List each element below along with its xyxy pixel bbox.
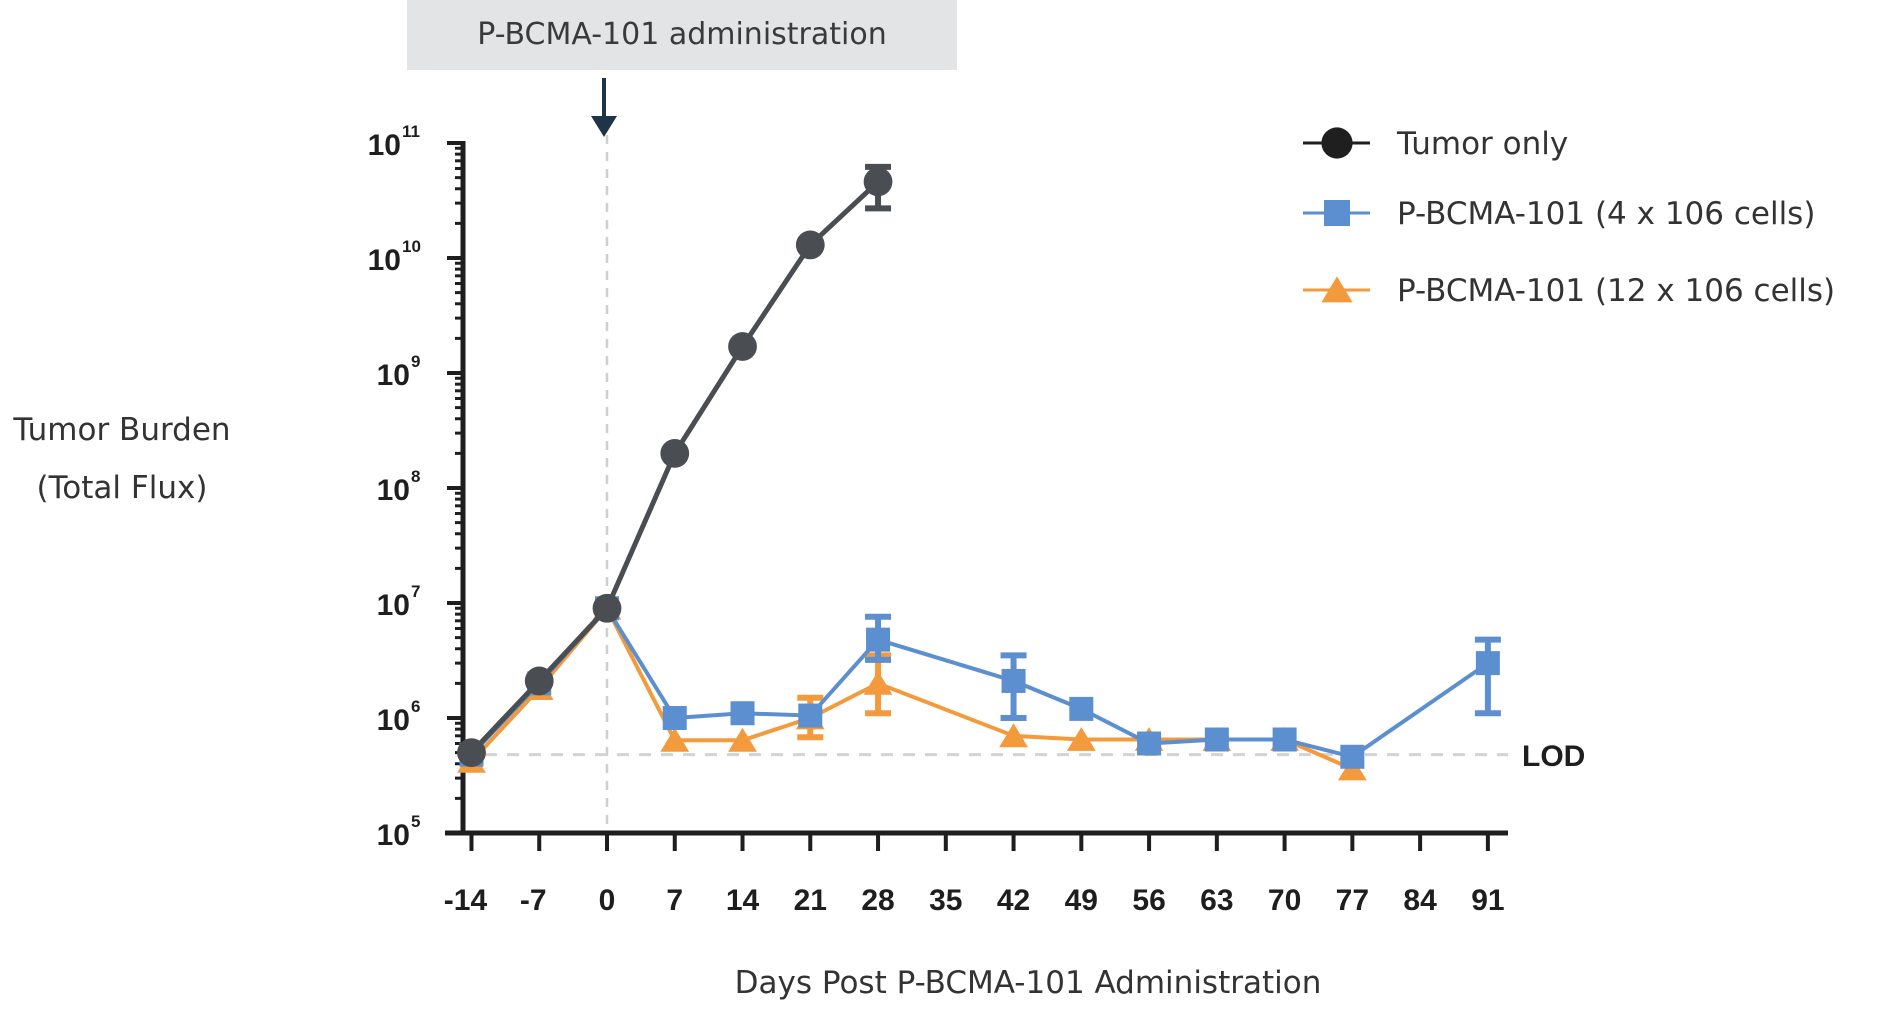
x-tick-label: 14 bbox=[726, 884, 760, 917]
y-tick-label: 10 8 bbox=[377, 467, 421, 507]
y-tick-exponent: 7 bbox=[411, 582, 420, 601]
legend-item: Tumor only bbox=[1303, 126, 1568, 162]
y-tick-label: 10 9 bbox=[377, 352, 421, 392]
legend-label: Tumor only bbox=[1396, 126, 1568, 162]
data-point-square bbox=[866, 627, 891, 652]
x-tick-label: -7 bbox=[520, 884, 547, 917]
banner-box bbox=[407, 0, 957, 70]
data-point-circle bbox=[457, 738, 486, 768]
legend: Tumor only P-BCMA-101 (4 x 106 cells) P-BC… bbox=[1303, 126, 1835, 309]
data-point-square bbox=[1340, 744, 1365, 769]
data-point-square bbox=[730, 701, 755, 726]
data-point-square bbox=[1272, 727, 1297, 752]
data-point-circle bbox=[660, 438, 690, 468]
banner-label: P-BCMA-101 administration bbox=[477, 17, 886, 52]
y-axis-title-line-1: Tumor Burden bbox=[12, 412, 230, 448]
x-tick-label: -14 bbox=[444, 884, 488, 917]
x-tick-label: 7 bbox=[666, 884, 683, 917]
data-point-circle bbox=[863, 167, 893, 197]
y-tick-label: 10 6 bbox=[377, 697, 421, 737]
y-tick-base: 10 bbox=[368, 244, 401, 277]
x-tick-label: 42 bbox=[997, 884, 1030, 917]
legend-item: P-BCMA-101 (4 x 106 cells) bbox=[1303, 196, 1815, 232]
data-point-triangle bbox=[1066, 726, 1096, 751]
data-point-square bbox=[1001, 668, 1026, 693]
reference-lines bbox=[463, 135, 1508, 833]
y-tick-base: 10 bbox=[377, 819, 410, 852]
y-tick-label: 10 10 bbox=[368, 237, 421, 277]
x-axis-title: Days Post P-BCMA-101 Administration bbox=[735, 965, 1322, 1001]
legend-circle-icon bbox=[1321, 127, 1353, 159]
x-tick-label: 21 bbox=[794, 884, 827, 917]
data-point-circle bbox=[524, 666, 554, 696]
x-tick-label: 63 bbox=[1200, 884, 1233, 917]
data-point-circle bbox=[795, 230, 825, 260]
y-tick-exponent: 10 bbox=[402, 237, 421, 256]
y-tick-exponent: 8 bbox=[411, 467, 420, 486]
y-tick-exponent: 5 bbox=[411, 812, 420, 831]
series-square bbox=[459, 596, 1501, 769]
legend-item: P-BCMA-101 (12 x 106 cells) bbox=[1303, 273, 1835, 309]
legend-square-icon bbox=[1324, 200, 1350, 226]
data-point-triangle bbox=[660, 727, 690, 752]
administration-banner: P-BCMA-101 administration bbox=[407, 0, 957, 70]
series-circle bbox=[457, 163, 893, 768]
error-bar bbox=[1474, 636, 1501, 717]
x-tick-label: 28 bbox=[861, 884, 894, 917]
data-point-circle bbox=[728, 332, 757, 361]
data-point-circle bbox=[592, 593, 622, 623]
y-tick-label: 10 5 bbox=[377, 812, 421, 852]
legend-label: P-BCMA-101 (12 x 106 cells) bbox=[1397, 273, 1835, 309]
administration-arrow-icon bbox=[591, 78, 617, 137]
series-layer bbox=[457, 163, 1501, 781]
y-tick-base: 10 bbox=[377, 704, 410, 737]
y-tick-exponent: 6 bbox=[411, 697, 420, 716]
x-tick-label: 91 bbox=[1471, 884, 1504, 917]
data-point-triangle bbox=[863, 670, 893, 695]
data-point-triangle bbox=[999, 723, 1028, 748]
y-tick-base: 10 bbox=[368, 129, 401, 162]
data-point-square bbox=[1204, 727, 1229, 752]
y-tick-label: 10 11 bbox=[368, 122, 420, 162]
y-tick-exponent: 9 bbox=[411, 352, 420, 371]
x-axis: -14 -7 0 7 14 21 28 35 42 49 56 63 70 77 84 91 bbox=[444, 830, 1508, 917]
data-point-square bbox=[662, 706, 687, 730]
x-tick-label: 0 bbox=[599, 884, 616, 917]
x-tick-label: 35 bbox=[929, 884, 962, 917]
y-tick-base: 10 bbox=[377, 359, 410, 392]
x-tick-label: 49 bbox=[1065, 884, 1098, 917]
y-tick-base: 10 bbox=[377, 474, 410, 507]
y-tick-label: 10 7 bbox=[377, 582, 421, 622]
x-tick-label: 77 bbox=[1336, 884, 1369, 917]
data-point-square bbox=[1475, 651, 1500, 676]
x-tick-label: 56 bbox=[1132, 884, 1165, 917]
data-point-square bbox=[1137, 731, 1162, 756]
legend-label: P-BCMA-101 (4 x 106 cells) bbox=[1397, 196, 1815, 232]
lod-label: LOD bbox=[1522, 740, 1585, 773]
series-line bbox=[470, 606, 1490, 759]
data-point-square bbox=[1069, 696, 1094, 721]
y-tick-exponent: 11 bbox=[402, 122, 420, 141]
x-tick-label: 84 bbox=[1403, 884, 1437, 917]
data-point-triangle bbox=[728, 727, 757, 752]
legend-triangle-icon bbox=[1321, 276, 1353, 303]
y-tick-base: 10 bbox=[377, 589, 410, 622]
y-axis-title-line-2: (Total Flux) bbox=[37, 470, 208, 506]
data-point-square bbox=[798, 703, 823, 728]
x-tick-label: 70 bbox=[1268, 884, 1301, 917]
